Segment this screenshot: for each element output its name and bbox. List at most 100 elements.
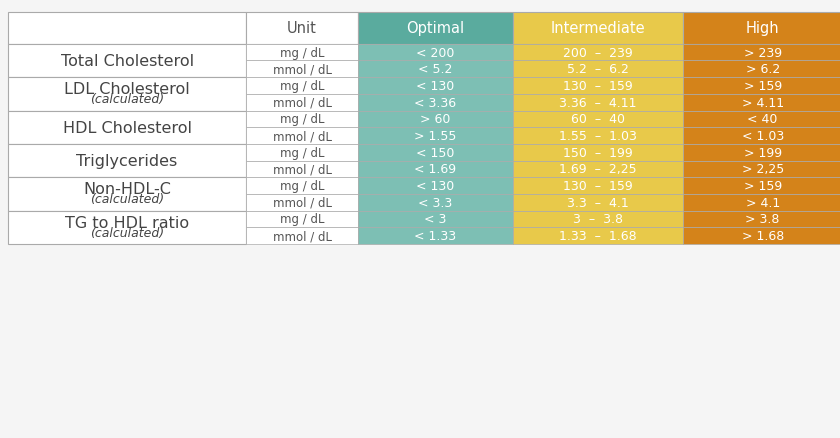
FancyBboxPatch shape (246, 128, 359, 145)
FancyBboxPatch shape (512, 211, 684, 228)
Text: 3  –  3.8: 3 – 3.8 (573, 213, 623, 226)
Text: Unit: Unit (287, 21, 317, 36)
FancyBboxPatch shape (246, 228, 359, 244)
Text: mmol / dL: mmol / dL (273, 163, 332, 176)
FancyBboxPatch shape (8, 211, 246, 244)
Text: mmol / dL: mmol / dL (273, 96, 332, 110)
Text: Non-HDL-C: Non-HDL-C (83, 182, 171, 197)
Text: HDL Cholesterol: HDL Cholesterol (63, 120, 192, 135)
Text: > 3.8: > 3.8 (745, 213, 780, 226)
Text: (calculated): (calculated) (90, 93, 164, 106)
FancyBboxPatch shape (684, 61, 840, 78)
Text: 200  –  239: 200 – 239 (563, 46, 633, 60)
Text: > 4.11: > 4.11 (742, 96, 784, 110)
FancyBboxPatch shape (684, 111, 840, 128)
FancyBboxPatch shape (359, 194, 512, 211)
Text: 3.3  –  4.1: 3.3 – 4.1 (567, 196, 629, 209)
Text: mg / dL: mg / dL (280, 146, 324, 159)
Text: Total Cholesterol: Total Cholesterol (60, 54, 194, 69)
FancyBboxPatch shape (359, 61, 512, 78)
Text: 130  –  159: 130 – 159 (563, 180, 633, 193)
Text: < 150: < 150 (417, 146, 454, 159)
FancyBboxPatch shape (359, 78, 512, 95)
Text: mmol / dL: mmol / dL (273, 63, 332, 76)
Text: > 1.68: > 1.68 (742, 230, 784, 243)
Text: 1.69  –  2,25: 1.69 – 2,25 (559, 163, 637, 176)
FancyBboxPatch shape (684, 211, 840, 228)
FancyBboxPatch shape (359, 111, 512, 128)
FancyBboxPatch shape (246, 45, 359, 61)
FancyBboxPatch shape (8, 78, 246, 111)
FancyBboxPatch shape (512, 145, 684, 161)
FancyBboxPatch shape (8, 111, 246, 145)
Text: 150  –  199: 150 – 199 (563, 146, 633, 159)
FancyBboxPatch shape (246, 78, 359, 95)
Text: Intermediate: Intermediate (551, 21, 645, 36)
Text: Triglycerides: Triglycerides (76, 154, 178, 169)
Text: < 3.36: < 3.36 (414, 96, 457, 110)
FancyBboxPatch shape (684, 228, 840, 244)
FancyBboxPatch shape (512, 161, 684, 178)
Text: < 3: < 3 (424, 213, 447, 226)
FancyBboxPatch shape (684, 95, 840, 111)
FancyBboxPatch shape (359, 228, 512, 244)
Text: mg / dL: mg / dL (280, 180, 324, 193)
FancyBboxPatch shape (246, 161, 359, 178)
FancyBboxPatch shape (684, 45, 840, 61)
FancyBboxPatch shape (246, 61, 359, 78)
Text: 60  –  40: 60 – 40 (571, 113, 625, 126)
Text: > 239: > 239 (743, 46, 782, 60)
FancyBboxPatch shape (512, 194, 684, 211)
FancyBboxPatch shape (246, 145, 359, 161)
FancyBboxPatch shape (359, 145, 512, 161)
Text: Optimal: Optimal (407, 21, 465, 36)
Text: < 1.03: < 1.03 (742, 130, 784, 143)
FancyBboxPatch shape (512, 61, 684, 78)
Text: > 159: > 159 (743, 80, 782, 93)
FancyBboxPatch shape (684, 145, 840, 161)
Text: < 1.69: < 1.69 (414, 163, 457, 176)
Text: mmol / dL: mmol / dL (273, 230, 332, 243)
FancyBboxPatch shape (512, 13, 684, 45)
Text: 1.55  –  1.03: 1.55 – 1.03 (559, 130, 637, 143)
Text: (calculated): (calculated) (90, 193, 164, 206)
FancyBboxPatch shape (684, 194, 840, 211)
FancyBboxPatch shape (8, 13, 246, 45)
Text: mg / dL: mg / dL (280, 113, 324, 126)
FancyBboxPatch shape (359, 95, 512, 111)
FancyBboxPatch shape (512, 111, 684, 128)
Text: mg / dL: mg / dL (280, 46, 324, 60)
FancyBboxPatch shape (359, 45, 512, 61)
FancyBboxPatch shape (512, 178, 684, 194)
Text: mg / dL: mg / dL (280, 80, 324, 93)
Text: mmol / dL: mmol / dL (273, 196, 332, 209)
Text: High: High (746, 21, 780, 36)
FancyBboxPatch shape (246, 95, 359, 111)
Text: > 199: > 199 (743, 146, 782, 159)
Text: mg / dL: mg / dL (280, 213, 324, 226)
Text: TG to HDL ratio: TG to HDL ratio (65, 215, 189, 230)
Text: < 1.33: < 1.33 (414, 230, 457, 243)
FancyBboxPatch shape (359, 211, 512, 228)
FancyBboxPatch shape (246, 178, 359, 194)
FancyBboxPatch shape (8, 45, 246, 78)
Text: 1.33  –  1.68: 1.33 – 1.68 (559, 230, 637, 243)
FancyBboxPatch shape (8, 178, 246, 211)
FancyBboxPatch shape (8, 145, 246, 178)
FancyBboxPatch shape (512, 45, 684, 61)
Text: < 200: < 200 (417, 46, 454, 60)
FancyBboxPatch shape (512, 228, 684, 244)
FancyBboxPatch shape (359, 178, 512, 194)
FancyBboxPatch shape (512, 78, 684, 95)
FancyBboxPatch shape (684, 128, 840, 145)
Text: > 4.1: > 4.1 (746, 196, 780, 209)
FancyBboxPatch shape (684, 13, 840, 45)
FancyBboxPatch shape (512, 95, 684, 111)
Text: < 130: < 130 (417, 180, 454, 193)
FancyBboxPatch shape (359, 128, 512, 145)
FancyBboxPatch shape (684, 78, 840, 95)
FancyBboxPatch shape (684, 161, 840, 178)
Text: LDL Cholesterol: LDL Cholesterol (64, 82, 190, 97)
Text: > 1.55: > 1.55 (414, 130, 457, 143)
Text: 3.36  –  4.11: 3.36 – 4.11 (559, 96, 637, 110)
